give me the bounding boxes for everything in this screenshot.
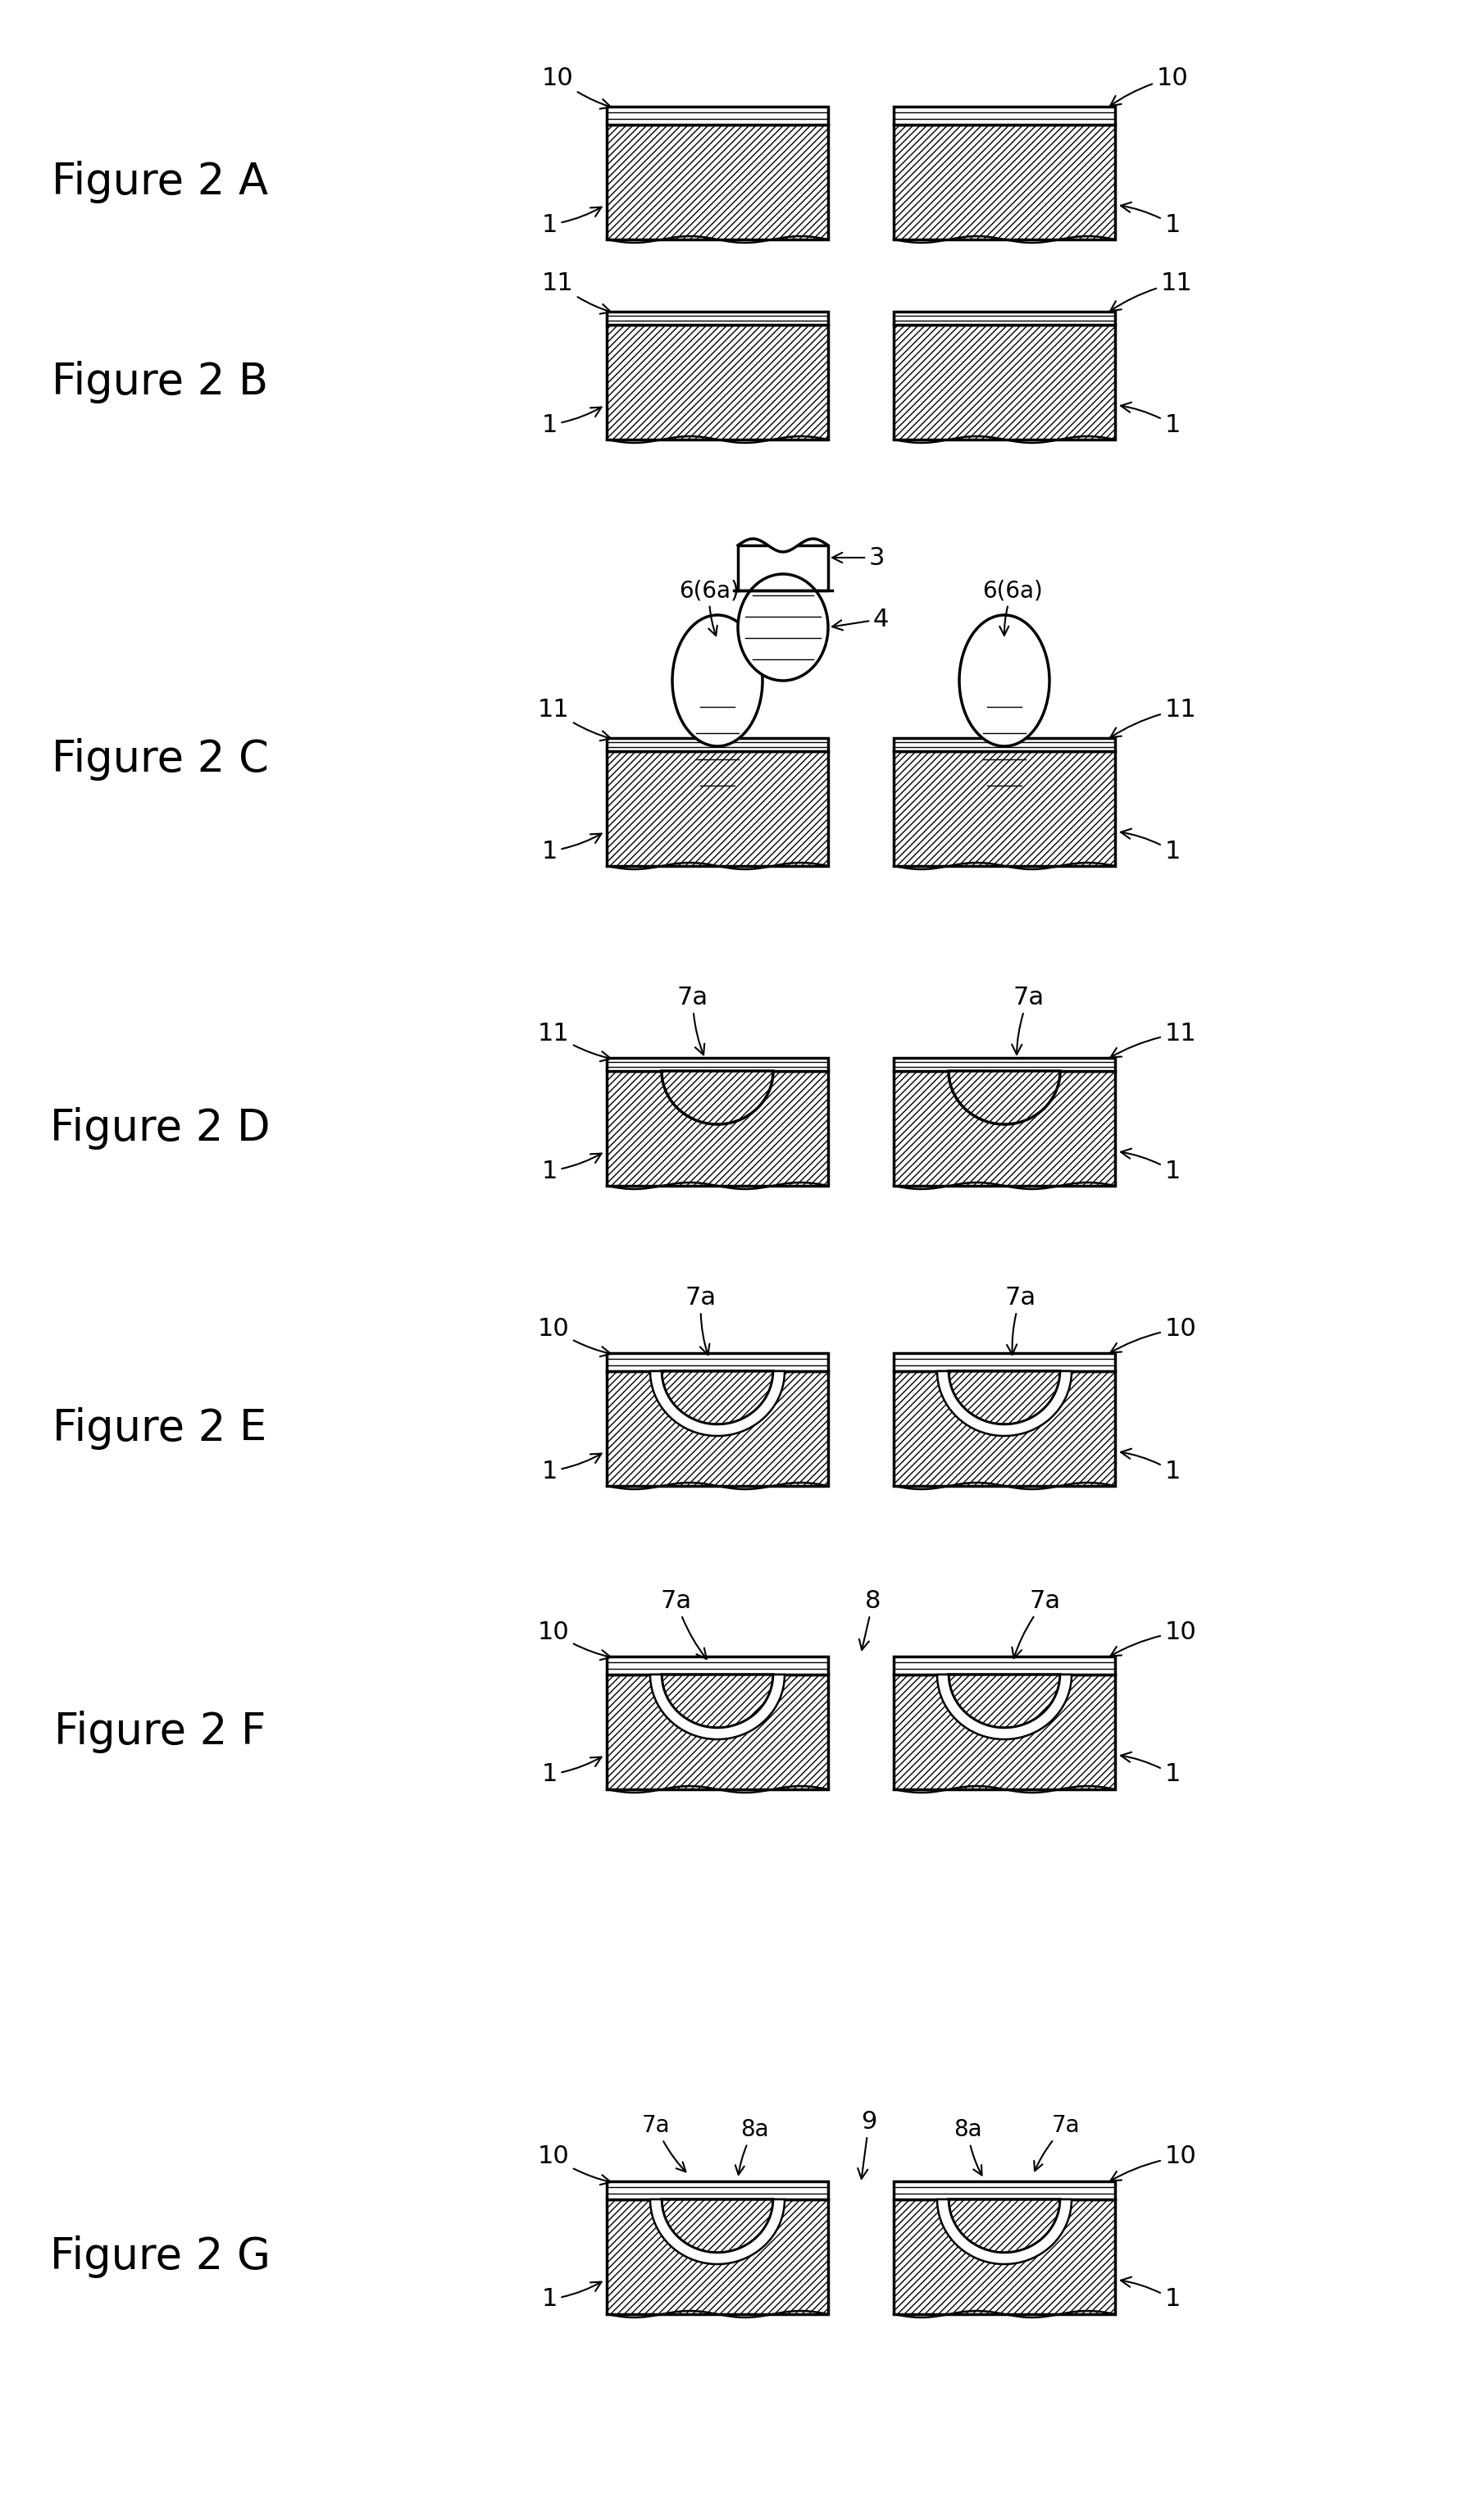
Text: 1: 1 [1120,202,1180,237]
Polygon shape [936,1673,1071,1739]
Bar [893,1371,1114,1487]
Text: Figure 2 E: Figure 2 E [53,1406,267,1449]
Text: 6(6a): 6(6a) [680,580,739,635]
Polygon shape [662,2200,773,2253]
Bar [893,123,1114,239]
Ellipse shape [672,615,763,746]
Polygon shape [936,1371,1071,1436]
Bar [607,2182,828,2200]
Polygon shape [650,1371,785,1436]
Text: Figure 2 F: Figure 2 F [53,1711,266,1754]
Text: 11: 11 [537,1021,611,1061]
Bar [607,1353,828,1371]
Text: Figure 2 D: Figure 2 D [50,1106,270,1149]
Text: Figure 2 G: Figure 2 G [49,2235,270,2278]
Text: 11: 11 [1110,1021,1196,1058]
Text: 1: 1 [1120,403,1180,436]
Text: 10: 10 [537,1620,611,1661]
Text: 1: 1 [542,408,601,436]
Bar [607,325,828,438]
Text: 1: 1 [1120,829,1180,862]
Bar [893,1071,1114,1187]
Polygon shape [650,1673,785,1739]
Text: 1: 1 [542,1154,601,1182]
Polygon shape [948,2200,1060,2253]
Text: 11: 11 [542,272,611,315]
Text: 3: 3 [833,547,884,570]
Text: 1: 1 [1120,1449,1180,1484]
Bar [893,751,1114,867]
Ellipse shape [959,615,1049,746]
Bar [893,312,1114,325]
Text: 1: 1 [1120,2278,1180,2311]
Text: 7a: 7a [1012,1588,1061,1658]
Text: 10: 10 [542,66,611,108]
Text: 10: 10 [537,1315,611,1356]
Text: 4: 4 [833,607,889,630]
Text: 7a: 7a [660,1588,706,1658]
Text: 11: 11 [1110,272,1193,310]
Text: 10: 10 [537,2145,611,2185]
Text: 7a: 7a [641,2114,686,2172]
Text: 7a: 7a [1012,985,1045,1053]
Bar [607,1371,828,1487]
Text: 6(6a): 6(6a) [982,580,1043,635]
Text: Figure 2 B: Figure 2 B [52,360,269,403]
Text: 10: 10 [1110,2145,1196,2180]
Text: 7a: 7a [1034,2114,1080,2170]
Text: 9: 9 [858,2109,877,2180]
Bar [893,738,1114,751]
Text: 11: 11 [1110,698,1196,738]
Text: 7a: 7a [1005,1285,1036,1356]
Bar [607,751,828,867]
Text: 1: 1 [542,207,601,237]
Bar [607,1071,828,1187]
Polygon shape [948,1673,1060,1729]
Bar [607,1656,828,1673]
Text: 1: 1 [542,1454,601,1484]
Bar [893,1058,1114,1071]
Bar [893,2200,1114,2313]
Text: 11: 11 [537,698,611,741]
Bar [893,325,1114,438]
Polygon shape [662,1673,773,1729]
Text: 1: 1 [1120,1751,1180,1787]
Bar [893,106,1114,123]
Bar [607,1673,828,1789]
Text: 1: 1 [1120,1149,1180,1182]
Bar [607,106,828,123]
Text: 8a: 8a [953,2119,982,2175]
Text: 10: 10 [1110,1315,1196,1353]
Polygon shape [662,1371,773,1424]
Polygon shape [948,1371,1060,1424]
Text: 7a: 7a [677,985,708,1056]
Bar [607,738,828,751]
Polygon shape [662,1071,773,1124]
Text: 1: 1 [542,2281,601,2311]
Polygon shape [936,2200,1071,2263]
Bar [893,1353,1114,1371]
Text: 10: 10 [1110,1620,1196,1656]
Text: 8: 8 [859,1588,881,1651]
Text: 1: 1 [542,834,601,862]
Text: 7a: 7a [686,1285,717,1356]
Text: 8a: 8a [735,2119,769,2175]
Bar [893,1673,1114,1789]
Bar [607,123,828,239]
Bar [607,2200,828,2313]
Text: 10: 10 [1110,66,1189,106]
Bar [607,1058,828,1071]
Text: Figure 2 A: Figure 2 A [52,161,269,204]
Polygon shape [948,1071,1060,1124]
Bar [893,2182,1114,2200]
Bar [893,1656,1114,1673]
Polygon shape [650,2200,785,2263]
Ellipse shape [738,575,828,680]
Text: Figure 2 C: Figure 2 C [52,738,269,781]
Text: 1: 1 [542,1756,601,1787]
Bar [607,312,828,325]
